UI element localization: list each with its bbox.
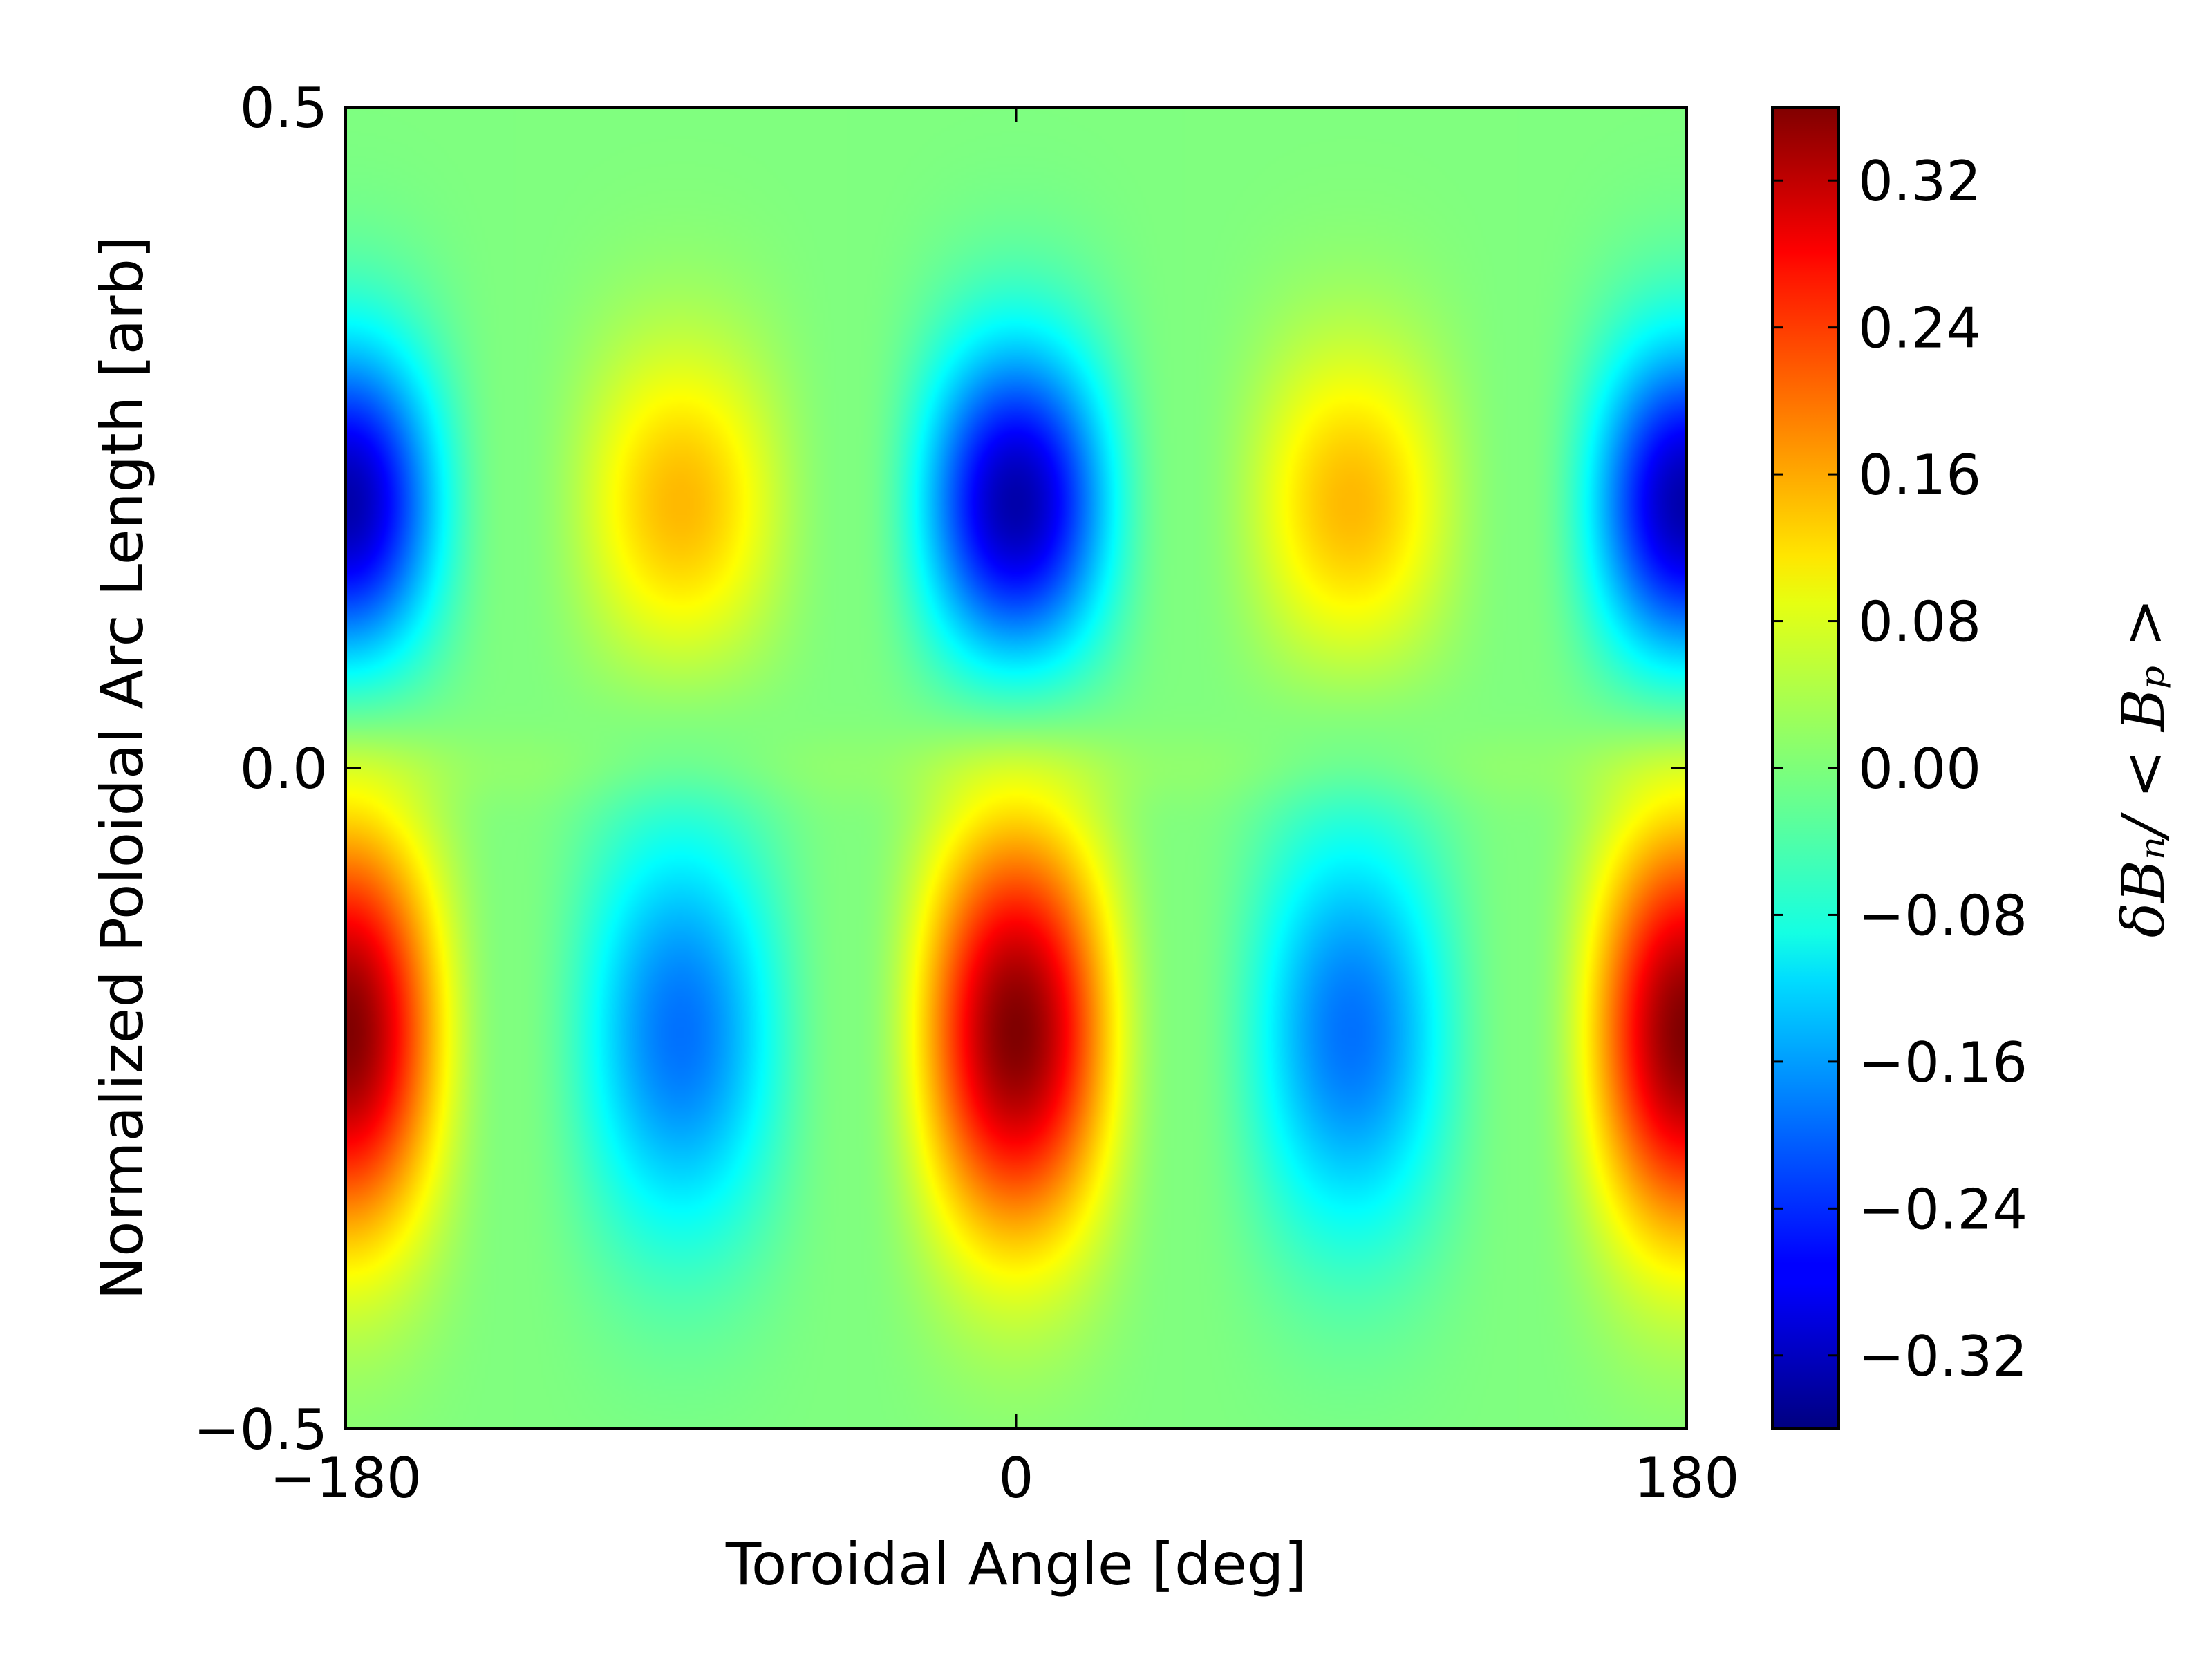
y-tick-label: −0.5 [194, 1398, 328, 1462]
colorbar-ticks: −0.32 −0.24 −0.16 −0.08 0.00 0.08 0.16 0.24 0.32 [1772, 149, 2027, 1389]
colorbar-tick-label: −0.32 [1858, 1324, 2027, 1389]
x-tick-label: 180 [1634, 1446, 1740, 1510]
colorbar-tick-label: −0.08 [1858, 883, 2027, 948]
y-tick-label: 0.0 [240, 737, 328, 801]
x-tick-label: −180 [270, 1446, 422, 1510]
y-axis: −0.5 0.0 0.5 [194, 76, 1687, 1462]
colorbar: −0.32 −0.24 −0.16 −0.08 0.00 0.08 0.16 0.24 0.32… [1771, 106, 2177, 1430]
colorbar-tick-label: 0.16 [1858, 443, 1981, 507]
colorbar-tick-label: −0.24 [1858, 1177, 2027, 1241]
colorbar-tick-label: 0.32 [1858, 149, 1981, 214]
colorbar-tick-label: 0.00 [1858, 737, 1981, 801]
x-tick-label: 0 [999, 1446, 1034, 1510]
y-axis-label: Normalized Poloidal Arc Length [arb] [88, 236, 156, 1300]
colorbar-tick-label: 0.08 [1858, 590, 1981, 655]
colorbar-tick-label: 0.24 [1858, 297, 1981, 361]
x-axis: −180 0 180 [270, 107, 1739, 1510]
colorbar-label: δBₙ/ < Bₚ > [2110, 599, 2177, 938]
y-tick-label: 0.5 [240, 76, 328, 140]
x-axis-label: Toroidal Angle [deg] [725, 1530, 1306, 1598]
heatmap-image [346, 107, 1687, 1429]
colorbar-tick-label: −0.16 [1858, 1031, 2027, 1095]
heatmap-plot [344, 106, 1688, 1430]
